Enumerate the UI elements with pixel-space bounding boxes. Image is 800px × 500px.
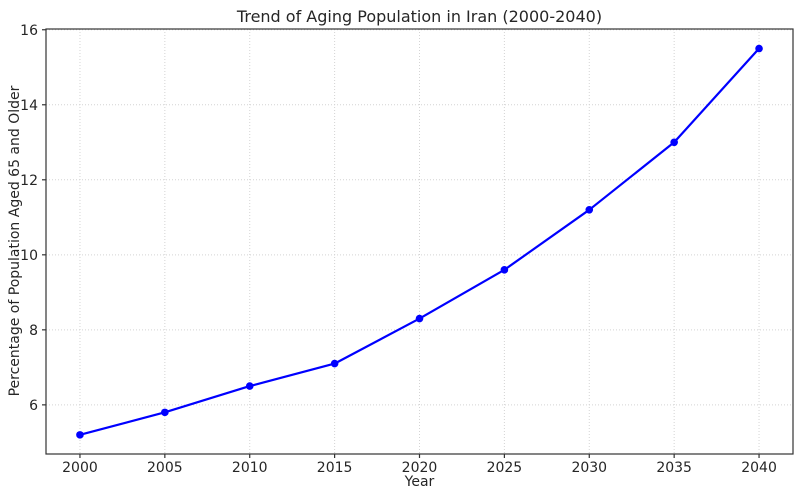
x-tick-label: 2015 bbox=[317, 460, 353, 476]
y-tick-label: 6 bbox=[29, 398, 38, 414]
y-axis-label: Percentage of Population Aged 65 and Old… bbox=[7, 85, 23, 397]
y-tick-label: 10 bbox=[20, 248, 38, 264]
data-point-2005 bbox=[161, 408, 169, 417]
y-tick-label: 16 bbox=[20, 23, 38, 39]
chart-title: Trend of Aging Population in Iran (2000-… bbox=[236, 7, 603, 26]
trend-line bbox=[78, 47, 761, 436]
x-tick-label: 2010 bbox=[232, 460, 268, 476]
data-point-2010 bbox=[245, 382, 254, 390]
y-tick-label: 12 bbox=[20, 173, 38, 189]
data-point-2000 bbox=[76, 431, 84, 439]
data-point-2035 bbox=[670, 138, 678, 147]
x-tick-label: 2030 bbox=[571, 460, 607, 476]
data-point-2015 bbox=[330, 359, 339, 368]
x-tick-label: 2025 bbox=[487, 460, 523, 476]
x-tick-label: 2040 bbox=[741, 460, 777, 476]
x-tick-label: 2020 bbox=[402, 460, 438, 476]
x-tick-label: 2000 bbox=[62, 460, 98, 476]
x-tick-label: 2035 bbox=[656, 460, 692, 476]
data-point-2040 bbox=[755, 44, 763, 53]
data-point-2025 bbox=[500, 266, 509, 274]
data-point-2020 bbox=[415, 314, 424, 323]
x-axis-label: Year bbox=[404, 474, 435, 490]
y-tick-label: 8 bbox=[29, 323, 38, 339]
x-tick-label: 2005 bbox=[147, 460, 183, 476]
y-tick-label: 14 bbox=[20, 98, 38, 114]
data-point-2030 bbox=[585, 206, 594, 214]
